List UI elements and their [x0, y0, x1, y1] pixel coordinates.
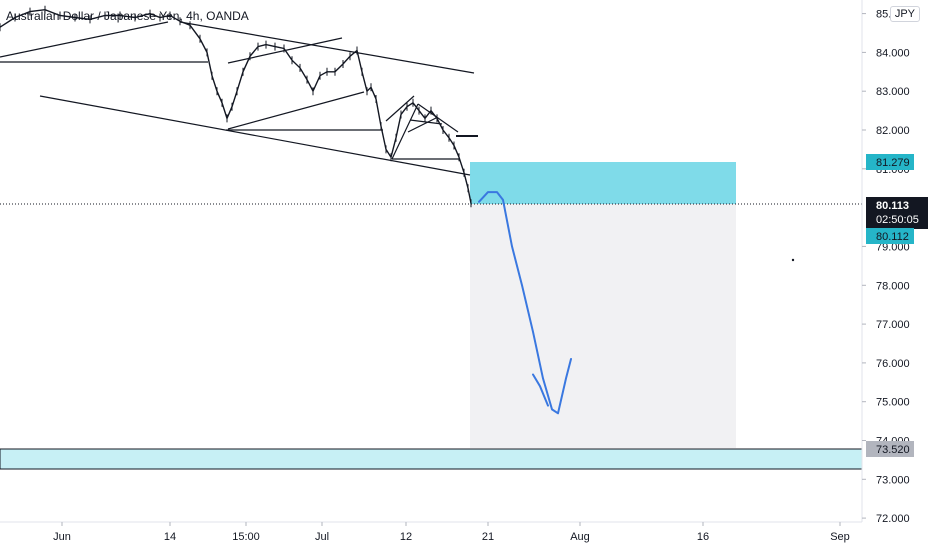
- projection-drawing[interactable]: [478, 191, 572, 415]
- tag-entry-text: 80.112: [876, 231, 909, 243]
- price-tick-label: 73.000: [876, 474, 910, 486]
- stray-dot: [791, 258, 795, 262]
- chart-title: Australian Dollar / Japanese Yen, 4h, OA…: [6, 9, 249, 23]
- last-price-tag: 80.113 02:50:05: [866, 197, 928, 229]
- trendline-upper-left[interactable]: [0, 21, 169, 58]
- countdown-text: 02:50:05: [876, 214, 919, 226]
- price-tick-label: 83.000: [876, 86, 910, 98]
- tag-stop-zone-text: 73.520: [876, 444, 910, 456]
- currency-button[interactable]: JPY: [889, 6, 920, 22]
- time-tick-label: 15:00: [232, 531, 260, 543]
- trendline-lower-channel[interactable]: [39, 95, 471, 176]
- price-tick-label: 82.000: [876, 125, 910, 137]
- price-tick-label: 72.000: [876, 513, 910, 525]
- time-tick-label: 14: [164, 531, 176, 543]
- trendline-wedge-top[interactable]: [227, 91, 365, 130]
- price-tick-label: 79.000: [876, 241, 910, 253]
- last-price-text: 80.113: [876, 200, 909, 212]
- price-tick-label: 84.000: [876, 47, 910, 59]
- support-zone[interactable]: [0, 448, 863, 470]
- trendline-descending-resistance[interactable]: [179, 21, 475, 74]
- trendline-triangle-right[interactable]: [417, 103, 459, 133]
- time-tick-label: Sep: [830, 531, 850, 543]
- price-axis[interactable]: [861, 0, 932, 550]
- trendline-pennant-a[interactable]: [407, 117, 437, 133]
- risk-zone[interactable]: [470, 204, 736, 448]
- projection-path[interactable]: [478, 191, 572, 415]
- trendline-triangle-upper[interactable]: [385, 95, 415, 122]
- projection-arrowhead: [532, 373, 549, 407]
- time-tick-label: 21: [482, 531, 494, 543]
- time-tick-label: Aug: [570, 531, 590, 543]
- tag-stop-zone: 73.520: [866, 441, 914, 457]
- price-tick-label: 75.000: [876, 397, 910, 409]
- price-tick-label: 76.000: [876, 358, 910, 370]
- trendline-triangle-left[interactable]: [391, 103, 419, 160]
- tag-target-top-text: 81.279: [876, 157, 910, 169]
- time-tick-label: 16: [697, 531, 709, 543]
- time-tick-labels: Jun 14 15:00 Jul 12 21 Aug 16 Sep: [53, 522, 850, 543]
- time-tick-label: Jun: [53, 531, 71, 543]
- tag-entry: 80.112: [866, 228, 914, 244]
- price-series[interactable]: [0, 5, 472, 208]
- price-tick-label: 77.000: [876, 319, 910, 331]
- time-tick-label: Jul: [315, 531, 329, 543]
- price-tick-label: 78.000: [876, 280, 910, 292]
- tag-target-top: 81.279: [866, 154, 914, 170]
- time-tick-label: 12: [400, 531, 412, 543]
- target-zone[interactable]: [470, 162, 736, 204]
- trendline-pennant-b[interactable]: [409, 119, 443, 125]
